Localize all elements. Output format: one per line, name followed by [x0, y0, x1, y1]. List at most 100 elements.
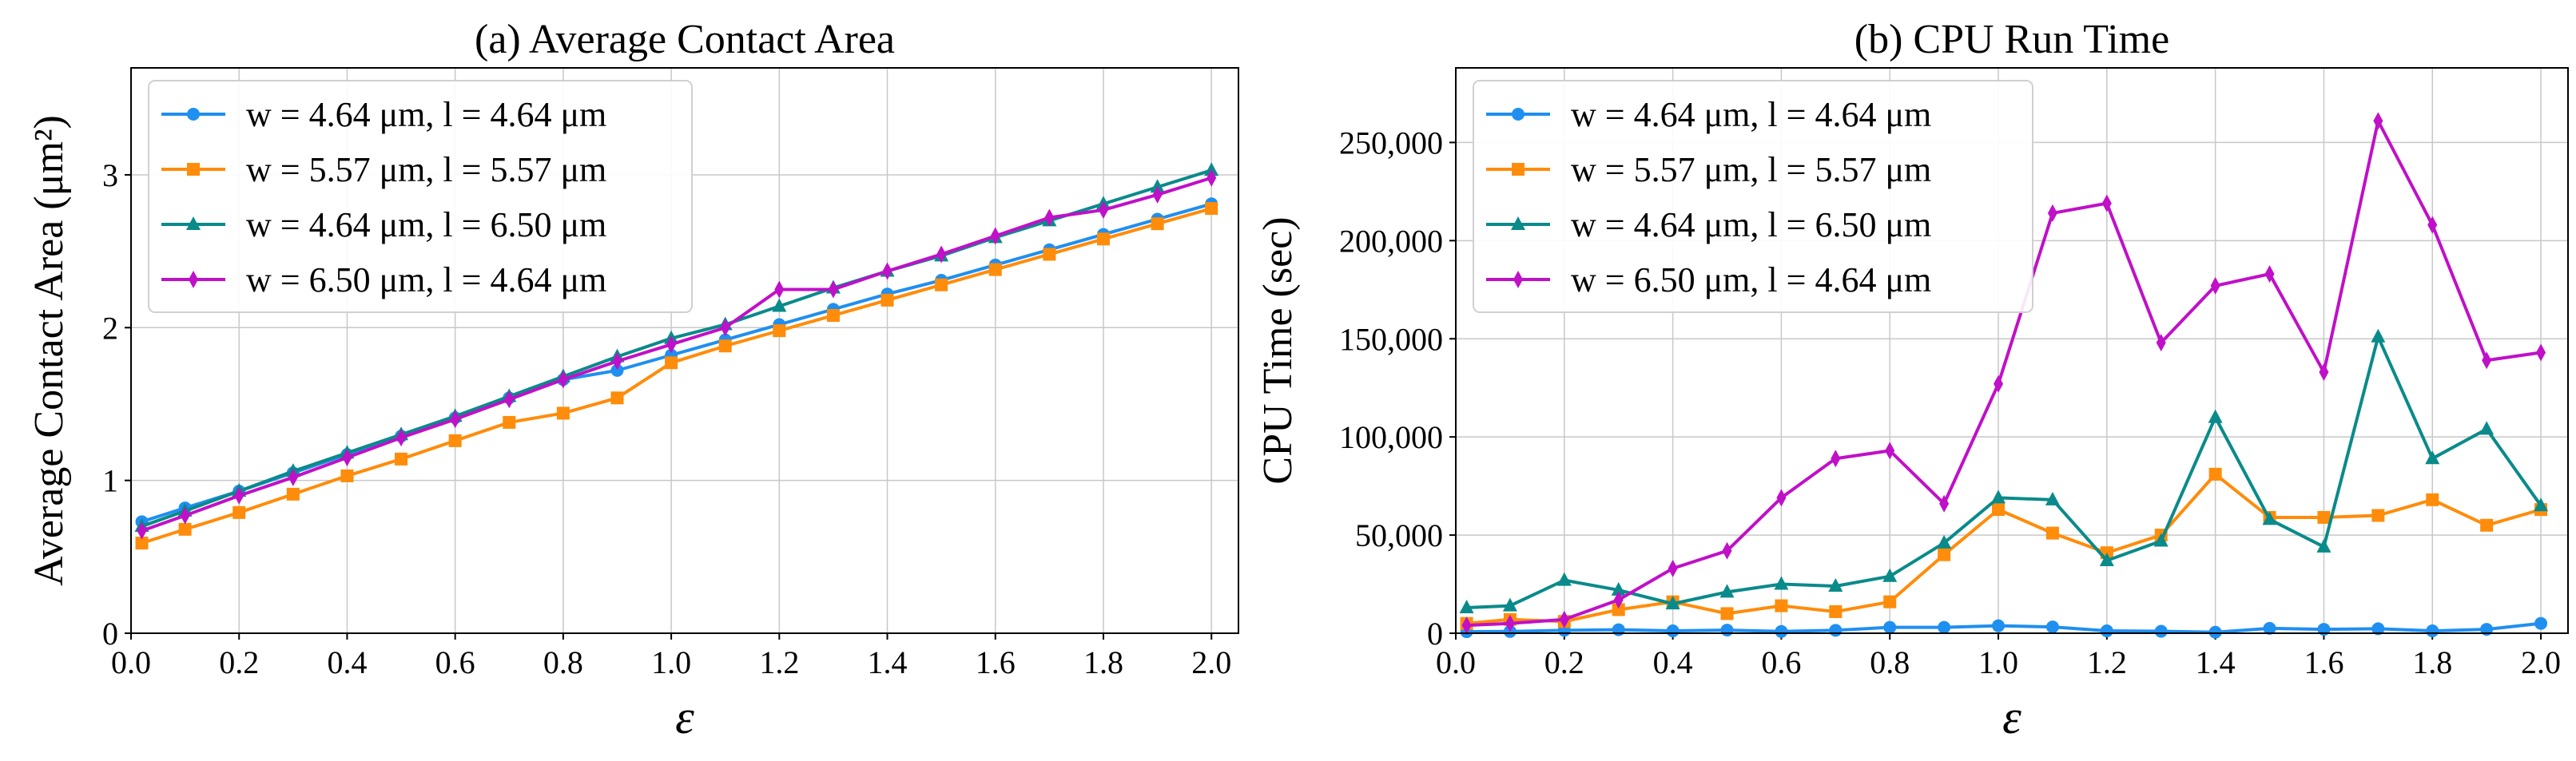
panel-a-series-2-point — [448, 434, 462, 447]
panel-a-legend-marker — [187, 163, 200, 176]
panel-a-series-2-point — [881, 293, 894, 307]
panel-b-series-2-point — [1775, 599, 1788, 612]
panel-a-series-2-point — [178, 522, 192, 536]
panel-b-series-4-point — [2156, 334, 2166, 352]
panel-b-x-tick-label: 1.2 — [2087, 644, 2127, 680]
panel-a-series-2-point — [988, 263, 1002, 276]
panel-b-x-tick-label: 1.4 — [2196, 644, 2236, 680]
panel-b-series-1-point — [1720, 624, 1734, 637]
panel-a-series-4-point — [558, 371, 568, 389]
panel-b-series-3-point — [1937, 534, 1952, 549]
panel-a-legend-marker — [189, 271, 198, 288]
panel-b-series-3-point — [2534, 497, 2549, 512]
panel-b-series-4-point — [2427, 216, 2438, 234]
panel-a-series-2-point — [1043, 248, 1056, 261]
panel-b-series-3-point — [2045, 491, 2060, 505]
panel-b-legend: w = 4.64 μm, l = 4.64 μm w = 5.57 μm, l =… — [1473, 80, 2033, 313]
panel-b-y-tick-label: 150,000 — [1339, 321, 1443, 357]
panel-b-cpu-time-chart: (b) CPU Run Time 0.0 0.2 0.4 0.6 0.8 1.0 1.2 1.… — [1255, 17, 2569, 743]
panel-b-series-2-point — [1612, 603, 1625, 616]
panel-a-x-tick-label: 1.4 — [868, 644, 908, 680]
panel-a-series-2-point — [1205, 202, 1218, 216]
panel-b-series-2-point — [2208, 467, 2222, 481]
panel-a-series-4-point — [288, 468, 298, 486]
panel-b-series-3-point — [2316, 538, 2332, 553]
panel-b-series-2-point — [2371, 509, 2385, 522]
panel-a-series — [134, 162, 1219, 550]
panel-b-y-tick-label: 100,000 — [1339, 419, 1443, 455]
panel-a-series-2-point — [773, 324, 786, 338]
panel-b-series-4-point — [1994, 375, 2004, 393]
panel-a-series-2-point — [286, 487, 300, 501]
panel-a-series-2-points — [135, 202, 1218, 550]
panel-b-plot-frame — [1455, 67, 2569, 634]
panel-b-legend-item: w = 5.57 μm, l = 5.57 μm — [1486, 150, 1931, 189]
panel-b-legend-item: w = 6.50 μm, l = 4.64 μm — [1486, 260, 1931, 299]
panel-a-y-tick-label: 0 — [102, 616, 118, 652]
panel-b-series-4-point — [1776, 489, 1787, 507]
panel-b-series-3-point — [1774, 576, 1789, 590]
panel-b-series-1-point — [2100, 624, 2113, 638]
panel-a-legend-item: w = 6.50 μm, l = 4.64 μm — [161, 260, 606, 299]
panel-b-legend-item: w = 4.64 μm, l = 6.50 μm — [1486, 205, 1931, 244]
panel-a-legend-label: w = 6.50 μm, l = 4.64 μm — [246, 260, 606, 299]
panel-a-series-4-point — [720, 319, 730, 337]
panel-b-series-3-point — [2262, 511, 2277, 525]
panel-b-series-4-point — [2482, 351, 2492, 370]
panel-b-series-3-point — [1459, 600, 1474, 614]
panel-a-legend-marker — [186, 216, 201, 230]
panel-a-y-axis-label: Average Contact Area (μm²) — [26, 115, 72, 586]
panel-a-y-tick-label: 3 — [102, 157, 118, 193]
panel-b-series-4-point — [2264, 265, 2275, 283]
panel-a-series-2-point — [395, 452, 408, 466]
panel-b-series-1-point — [1938, 620, 1951, 634]
panel-a-series-2-point — [826, 308, 840, 322]
panel-b-series-1-point — [2045, 620, 2059, 634]
panel-b-series-4-points — [1461, 112, 2546, 635]
panel-a-series-4-point — [1098, 200, 1108, 219]
panel-b-series-1-point — [1775, 624, 1788, 638]
panel-a-series-4-point — [137, 521, 147, 540]
panel-b-series-1-point — [2371, 622, 2385, 636]
panel-b-y-tick-label: 0 — [1427, 616, 1443, 652]
panel-b-series-2-point — [2045, 526, 2059, 540]
panel-b-legend-label: w = 4.64 μm, l = 4.64 μm — [1571, 95, 1931, 134]
panel-b-y-tick-label: 250,000 — [1339, 125, 1443, 161]
panel-b-series-3-point — [2153, 533, 2169, 547]
panel-a-series-2-point — [340, 469, 354, 482]
panel-b-x-tick-label: 0.0 — [1436, 644, 1476, 680]
panel-a-series-2-point — [556, 406, 570, 420]
panel-b-legend-marker — [1512, 163, 1525, 176]
panel-b-series-1-point — [2208, 625, 2222, 639]
panel-a-series-4-point — [612, 352, 622, 371]
panel-a-x-tick-label: 0.2 — [219, 644, 259, 680]
panel-a-legend-label: w = 4.64 μm, l = 6.50 μm — [246, 205, 606, 244]
panel-a-x-tick-label: 1.6 — [976, 644, 1016, 680]
panel-b-series-4-point — [1613, 591, 1624, 609]
panel-b-x-axis-label: ε — [2002, 691, 2021, 743]
panel-b-series-2-point — [1992, 503, 2006, 517]
panel-a-x-tick-label: 0.4 — [327, 644, 367, 680]
panel-a-x-tick-label: 2.0 — [1191, 644, 1231, 680]
panel-a-series-3-point — [1150, 179, 1165, 193]
panel-a-x-tick-label: 1.0 — [651, 644, 691, 680]
panel-b-series-2-points — [1460, 467, 2548, 630]
panel-b-series-3-point — [2425, 450, 2440, 465]
panel-b-x-tick-label: 0.2 — [1544, 644, 1584, 680]
panel-a-series-4-point — [234, 486, 244, 505]
panel-b-legend-label: w = 6.50 μm, l = 4.64 μm — [1571, 260, 1931, 299]
panel-a-series-4-point — [504, 390, 515, 409]
panel-b-series-3-point — [1882, 568, 1898, 582]
panel-b-series-1-point — [2263, 621, 2276, 635]
panel-a-title: (a) Average Contact Area — [475, 17, 895, 62]
panel-a-x-tick-label: 1.2 — [759, 644, 799, 680]
panel-a-legend-marker — [187, 108, 200, 121]
panel-a-series-4-point — [666, 335, 677, 354]
panel-b-series-1-point — [1829, 624, 1843, 637]
panel-b-series-1-point — [1666, 624, 1680, 638]
panel-b-legend-marker — [1512, 108, 1525, 121]
panel-a-x-tick-label: 0.6 — [435, 644, 475, 680]
panel-a-legend-item: w = 5.57 μm, l = 5.57 μm — [161, 150, 606, 189]
panel-b-x-tick-label: 0.8 — [1870, 644, 1910, 680]
